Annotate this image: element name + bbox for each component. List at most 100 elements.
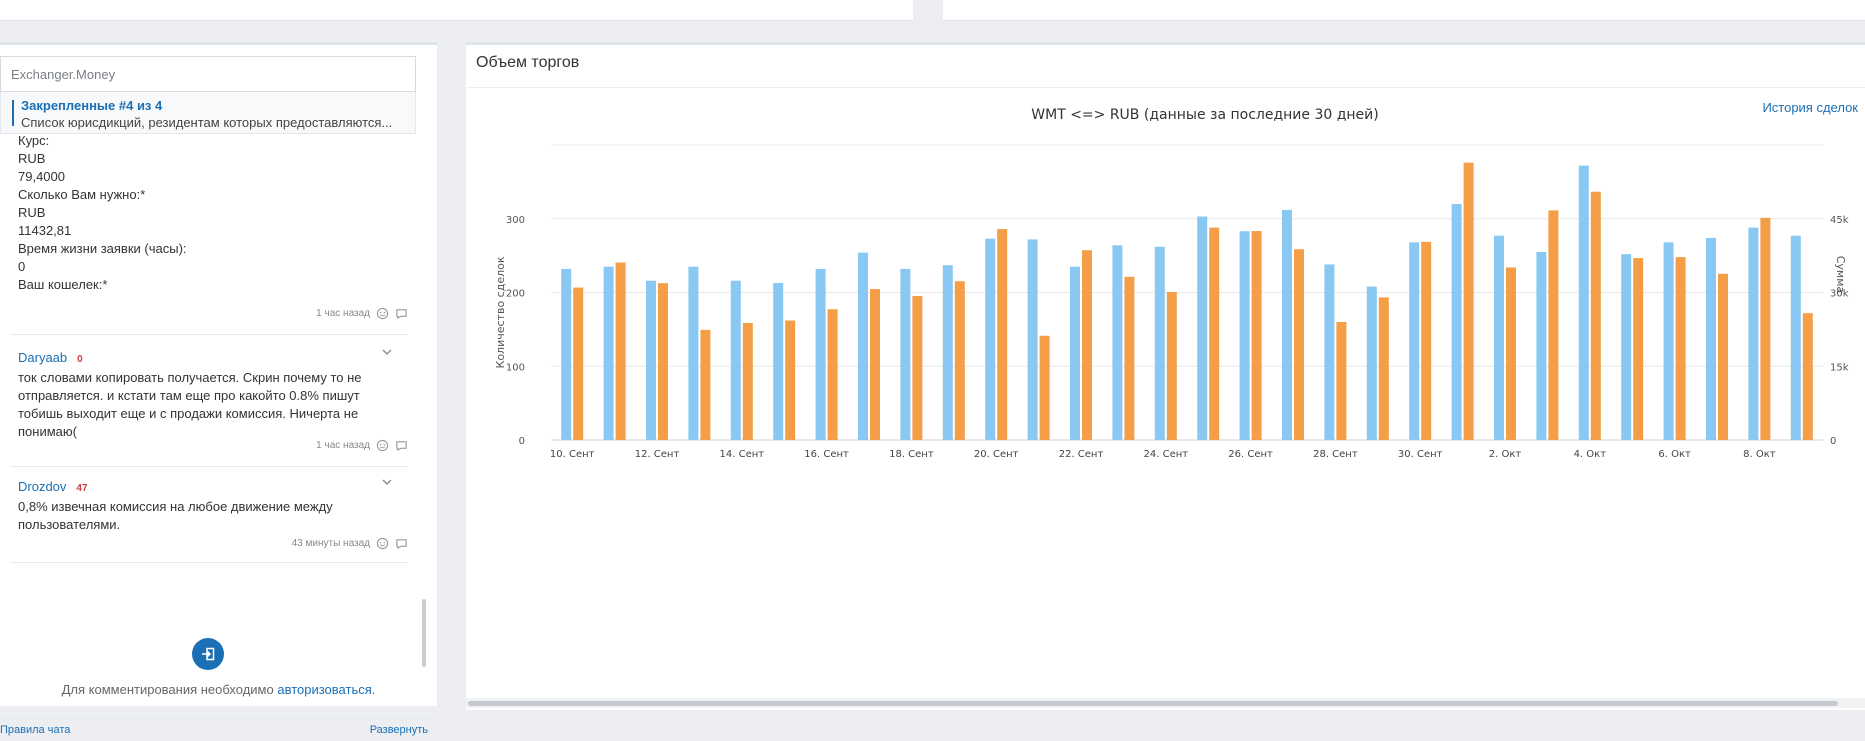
horizontal-scrollbar-thumb[interactable] xyxy=(468,701,1838,706)
bar-sum xyxy=(1718,273,1728,440)
bar-sum xyxy=(1082,250,1092,440)
bar-count xyxy=(1748,227,1759,440)
login-button[interactable] xyxy=(192,638,224,670)
bar-sum xyxy=(954,281,965,440)
message-meta: 1 час назад xyxy=(316,307,408,320)
y-tick-label: 100 xyxy=(506,362,525,373)
bar-sum xyxy=(1590,191,1601,440)
top-card-right xyxy=(943,0,1865,21)
bar-count xyxy=(900,268,911,440)
form-line: 11432,81 xyxy=(18,223,72,238)
bar-sum xyxy=(1124,276,1135,440)
message-divider xyxy=(10,334,408,335)
pinned-bar xyxy=(12,100,14,126)
x-tick-label: 28. Сент xyxy=(1313,449,1358,460)
chat-scrollbar[interactable] xyxy=(422,599,426,667)
y2-tick-label: 0 xyxy=(1830,436,1836,447)
form-line: RUB xyxy=(18,151,46,166)
bar-count xyxy=(1494,235,1504,440)
form-line: Курс: xyxy=(18,134,50,148)
pinned-message[interactable]: Закрепленные #4 из 4 Список юрисдикций, … xyxy=(0,92,416,134)
y-axis-label: Количество сделок xyxy=(494,256,507,368)
form-message-text: Курс: RUB 79,4000 Сколько Вам нужно:* RU… xyxy=(18,134,187,294)
x-tick-label: 6. Окт xyxy=(1658,449,1691,460)
bar-count xyxy=(1536,251,1547,440)
bar-sum xyxy=(1166,292,1177,440)
pinned-title: Закрепленные #4 из 4 xyxy=(21,98,163,113)
bar-count xyxy=(1706,237,1716,440)
expand-link[interactable]: Развернуть xyxy=(369,724,428,736)
bar-sum xyxy=(573,287,584,440)
bar-count xyxy=(858,252,868,440)
y-tick-label: 300 xyxy=(506,215,525,226)
bar-sum xyxy=(1548,210,1559,440)
message-meta: 43 минуты назад xyxy=(292,537,408,550)
channel-name[interactable]: Exchanger.Money xyxy=(0,56,416,92)
bar-count xyxy=(688,266,699,440)
message-time: 1 час назад xyxy=(316,308,370,319)
reaction-icon[interactable] xyxy=(376,537,389,550)
login-link[interactable]: авторизоваться xyxy=(277,682,372,697)
chevron-down-icon[interactable] xyxy=(380,345,394,359)
bar-count xyxy=(1027,239,1038,440)
bar-count xyxy=(1154,246,1165,440)
trade-history-link[interactable]: История сделок xyxy=(1762,100,1858,115)
bar-sum xyxy=(658,283,668,440)
reaction-icon[interactable] xyxy=(376,439,389,452)
form-line: Время жизни заявки (часы): xyxy=(18,241,187,256)
x-tick-label: 22. Сент xyxy=(1059,449,1104,460)
chat-panel: Exchanger.Money Закрепленные #4 из 4 Спи… xyxy=(0,42,437,736)
bar-count xyxy=(1790,235,1801,440)
form-line: 0 xyxy=(18,259,26,274)
x-tick-label: 2. Окт xyxy=(1489,449,1522,460)
chat-message: Daryaab 0 ток словами копировать получает… xyxy=(18,349,398,441)
message-text: ток словами копировать получается. Скрин… xyxy=(18,370,362,439)
bar-count xyxy=(1112,245,1123,440)
message-text: 0,8% извечная комиссия на любое движение… xyxy=(18,499,333,532)
bar-count xyxy=(1239,231,1250,440)
reply-icon[interactable] xyxy=(395,307,408,320)
bar-count xyxy=(942,265,953,440)
pinned-text: Список юрисдикций, резидентам которых пр… xyxy=(21,115,393,130)
x-tick-label: 14. Сент xyxy=(720,449,765,460)
bar-count xyxy=(1366,286,1377,440)
reply-icon[interactable] xyxy=(395,439,408,452)
chart-title: WMT <=> RUB (данные за последние 30 дней… xyxy=(1031,107,1378,123)
x-tick-label: 18. Сент xyxy=(889,449,934,460)
bar-sum xyxy=(700,329,711,440)
chat-footer: Правила чата Развернуть xyxy=(0,718,437,741)
panel-title: Объем торгов xyxy=(476,54,580,71)
bar-sum xyxy=(1760,217,1771,440)
x-tick-label: 30. Сент xyxy=(1398,449,1443,460)
y-tick-label: 0 xyxy=(519,436,525,447)
y2-tick-label: 45k xyxy=(1830,215,1849,226)
bar-sum xyxy=(1633,258,1644,440)
chat-message: Drozdov 47 0,8% извечная комиссия на любо… xyxy=(18,478,398,534)
bar-sum xyxy=(1209,227,1220,440)
bar-sum xyxy=(1506,267,1516,440)
message-author[interactable]: Daryaab xyxy=(18,350,68,365)
form-line: Сколько Вам нужно:* xyxy=(18,187,146,202)
message-time: 43 минуты назад xyxy=(291,538,370,549)
login-hint: Для комментирования необходимо авторизов… xyxy=(0,682,437,697)
message-time: 1 час назад xyxy=(316,440,370,451)
x-tick-label: 12. Сент xyxy=(635,449,680,460)
y-tick-label: 200 xyxy=(506,289,525,300)
x-tick-label: 16. Сент xyxy=(804,449,849,460)
reply-icon[interactable] xyxy=(395,537,408,550)
chat-rules-link[interactable]: Правила чата xyxy=(0,724,71,736)
message-author[interactable]: Drozdov xyxy=(18,479,67,494)
bar-sum xyxy=(1294,249,1304,440)
chevron-down-icon[interactable] xyxy=(380,475,394,489)
message-list[interactable]: Курс: RUB 79,4000 Сколько Вам нужно:* RU… xyxy=(0,134,416,604)
bar-sum xyxy=(785,320,796,440)
x-tick-label: 4. Окт xyxy=(1574,449,1607,460)
x-tick-label: 8. Окт xyxy=(1743,449,1776,460)
bar-count xyxy=(1197,216,1208,440)
reaction-icon[interactable] xyxy=(376,307,389,320)
bar-count xyxy=(1282,209,1292,440)
bar-sum xyxy=(1463,162,1474,440)
bar-sum xyxy=(997,229,1008,440)
form-line: RUB xyxy=(18,205,46,220)
bar-count xyxy=(815,268,826,440)
